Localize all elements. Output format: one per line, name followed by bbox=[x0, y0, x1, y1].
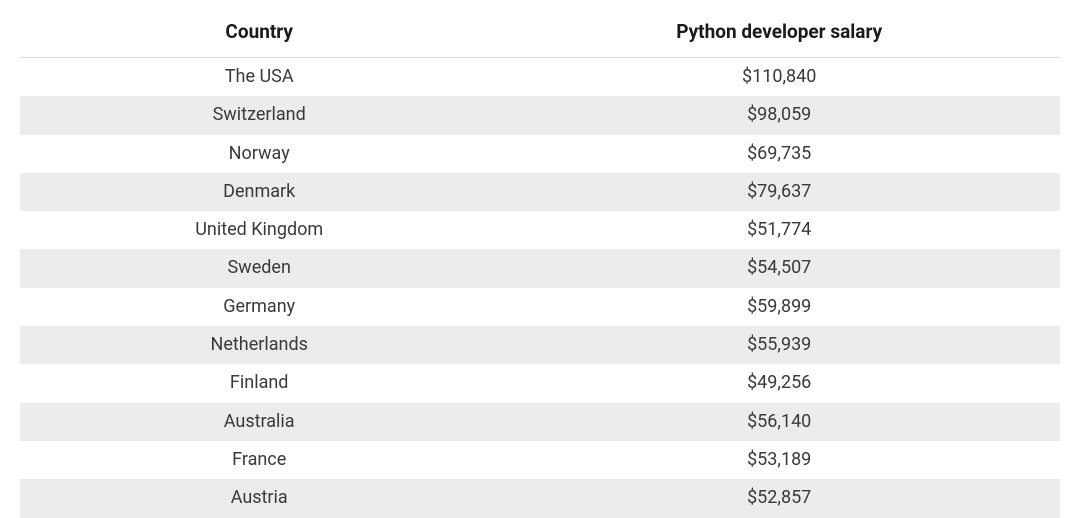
table-row: Finland $49,256 bbox=[20, 364, 1060, 402]
table-row: Netherlands $55,939 bbox=[20, 326, 1060, 364]
cell-salary: $98,059 bbox=[498, 96, 1060, 134]
table-row: The USA $110,840 bbox=[20, 58, 1060, 97]
table-row: France $53,189 bbox=[20, 441, 1060, 479]
cell-country: Australia bbox=[20, 403, 498, 441]
cell-country: Finland bbox=[20, 364, 498, 402]
cell-salary: $59,899 bbox=[498, 288, 1060, 326]
cell-country: United Kingdom bbox=[20, 211, 498, 249]
column-header-salary: Python developer salary bbox=[498, 8, 1060, 58]
cell-country: Denmark bbox=[20, 173, 498, 211]
table-row: United Kingdom $51,774 bbox=[20, 211, 1060, 249]
cell-country: Netherlands bbox=[20, 326, 498, 364]
table-header: Country Python developer salary bbox=[20, 8, 1060, 58]
table-row: Germany $59,899 bbox=[20, 288, 1060, 326]
cell-country: Sweden bbox=[20, 249, 498, 287]
table-row: Switzerland $98,059 bbox=[20, 96, 1060, 134]
table-row: Norway $69,735 bbox=[20, 135, 1060, 173]
cell-salary: $55,939 bbox=[498, 326, 1060, 364]
cell-country: Switzerland bbox=[20, 96, 498, 134]
salary-table: Country Python developer salary The USA … bbox=[20, 8, 1060, 518]
cell-country: Norway bbox=[20, 135, 498, 173]
table-row: Denmark $79,637 bbox=[20, 173, 1060, 211]
cell-salary: $53,189 bbox=[498, 441, 1060, 479]
table-row: Sweden $54,507 bbox=[20, 249, 1060, 287]
cell-salary: $56,140 bbox=[498, 403, 1060, 441]
cell-salary: $49,256 bbox=[498, 364, 1060, 402]
cell-country: The USA bbox=[20, 58, 498, 97]
cell-salary: $79,637 bbox=[498, 173, 1060, 211]
cell-salary: $51,774 bbox=[498, 211, 1060, 249]
cell-country: Germany bbox=[20, 288, 498, 326]
cell-salary: $110,840 bbox=[498, 58, 1060, 97]
column-header-country: Country bbox=[20, 8, 498, 58]
cell-country: France bbox=[20, 441, 498, 479]
table-body: The USA $110,840 Switzerland $98,059 Nor… bbox=[20, 58, 1060, 518]
table-row: Australia $56,140 bbox=[20, 403, 1060, 441]
cell-salary: $69,735 bbox=[498, 135, 1060, 173]
cell-salary: $54,507 bbox=[498, 249, 1060, 287]
